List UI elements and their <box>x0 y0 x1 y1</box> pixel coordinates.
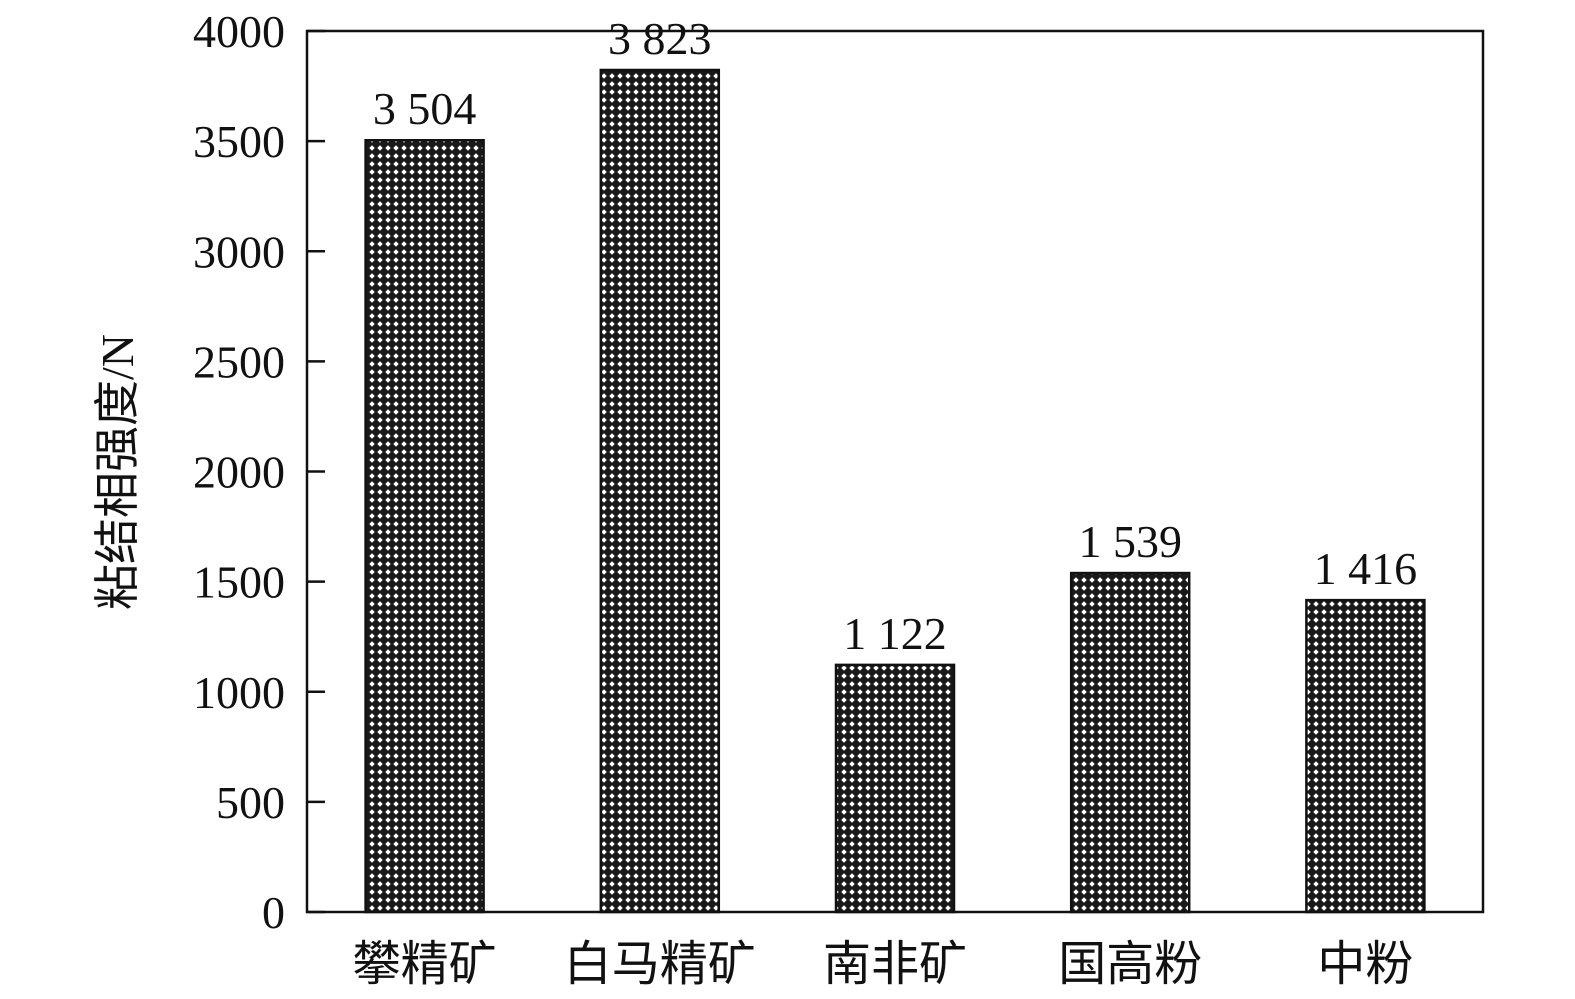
data-label: 1 416 <box>1314 543 1418 594</box>
x-tick-label: 国高粉 <box>1058 938 1202 991</box>
bar <box>364 138 485 914</box>
y-tick-label: 0 <box>262 887 285 938</box>
x-tick-label: 中粉 <box>1317 938 1413 991</box>
bar <box>1305 598 1426 914</box>
y-tick-label: 3000 <box>193 226 285 277</box>
y-tick-label: 1000 <box>193 667 285 718</box>
data-label: 3 504 <box>373 83 477 134</box>
x-tick-label: 攀精矿 <box>353 938 497 991</box>
y-tick-label: 1500 <box>193 557 285 608</box>
bar <box>834 663 956 914</box>
bar <box>599 68 721 914</box>
data-label: 1 539 <box>1078 516 1182 567</box>
y-tick-label: 500 <box>216 777 285 828</box>
x-tick-label: 白马精矿 <box>564 938 756 991</box>
x-tick-label: 南非矿 <box>823 938 967 991</box>
data-label: 3 823 <box>608 13 712 64</box>
y-tick-label: 2500 <box>193 336 285 387</box>
y-tick-label: 2000 <box>193 447 285 498</box>
data-label: 1 122 <box>843 608 947 659</box>
y-axis-label: 粘结相强度/N <box>92 334 143 610</box>
bar <box>1069 571 1191 914</box>
y-tick-label: 4000 <box>193 6 285 57</box>
y-tick-label: 3500 <box>193 116 285 167</box>
